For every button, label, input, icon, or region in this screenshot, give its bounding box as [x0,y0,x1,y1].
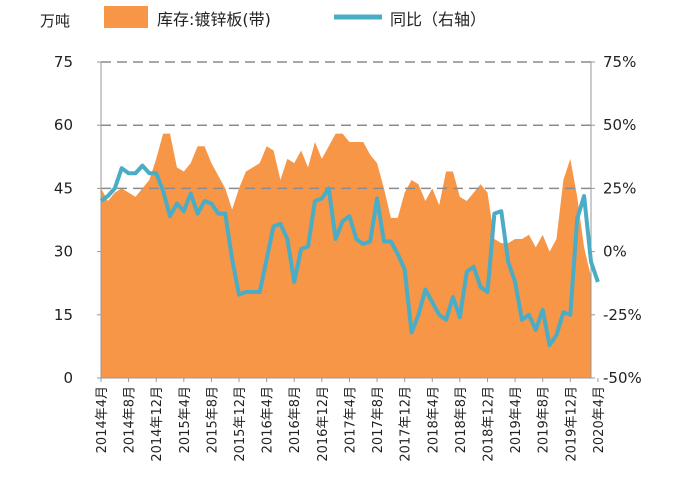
x-tick-label: 2017年8月 [371,386,386,453]
left-tick-label: 60 [54,116,73,134]
x-tick-label: 2014年8月 [123,386,138,453]
left-tick-label: 15 [54,306,73,324]
right-tick-label: 0% [603,243,627,261]
area-series-inventory [101,133,591,378]
right-tick-label: -50% [603,369,642,387]
left-tick-label: 75 [54,53,73,71]
x-axis: 2014年4月 2014年8月 2014年12月 2015年4月 2015年8月 2015… [95,378,607,462]
x-tick-label: 2017年12月 [399,386,414,462]
x-tick-label: 2015年12月 [233,386,248,462]
right-tick-label: 75% [603,53,636,71]
legend-area-swatch [104,6,148,28]
x-tick-label: 2016年8月 [288,386,303,453]
left-tick-label: 45 [54,179,73,197]
x-tick-label: 2019年4月 [509,386,524,453]
x-tick-label: 2016年12月 [316,386,331,462]
x-tick-label: 2015年4月 [178,386,193,453]
x-tick-label: 2017年4月 [343,386,358,453]
x-tick-label: 2019年8月 [537,386,552,453]
x-tick-label: 2019年12月 [564,386,579,462]
x-tick-label: 2014年12月 [150,386,165,462]
legend-line-label: 同比（右轴） [390,10,486,29]
x-tick-label: 2015年8月 [205,386,220,453]
x-tick-label: 2020年4月 [592,386,607,453]
left-y-axis: 0 15 30 45 60 75 [54,53,101,387]
legend: 库存:镀锌板(带) 同比（右轴） [104,6,486,29]
legend-area-label: 库存:镀锌板(带) [157,10,271,29]
left-axis-unit-label: 万吨 [40,12,70,30]
line-series-yoy [99,163,600,348]
right-tick-label: -25% [603,306,642,324]
x-tick-label: 2014年4月 [95,386,110,453]
right-y-axis: -50% -25% 0% 25% 50% 75% [591,53,642,387]
x-tick-label: 2018年8月 [454,386,469,453]
left-tick-label: 30 [54,243,73,261]
right-tick-label: 25% [603,179,636,197]
x-tick-label: 2018年4月 [426,386,441,453]
right-tick-label: 50% [603,116,636,134]
x-tick-label: 2016年4月 [261,386,276,453]
plot-area [99,61,600,379]
x-tick-label: 2018年12月 [481,386,496,462]
left-tick-label: 0 [63,369,73,387]
